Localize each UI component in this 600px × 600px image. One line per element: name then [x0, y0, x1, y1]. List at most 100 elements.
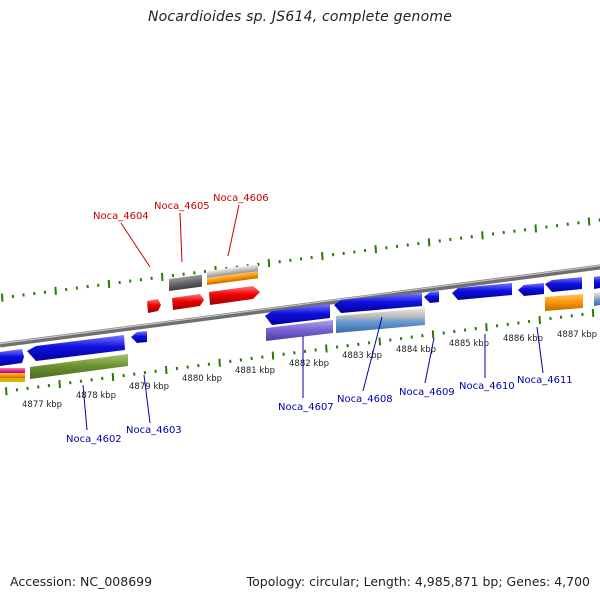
feature-bar-pink [0, 368, 25, 373]
major-tick [1, 293, 4, 302]
gene-next-right[interactable] [594, 276, 600, 289]
minor-tick [559, 315, 563, 319]
minor-tick [43, 290, 47, 294]
minor-tick [385, 246, 388, 250]
gene-noca-4602[interactable] [27, 335, 125, 361]
minor-tick [406, 243, 409, 247]
gene-noca-4604[interactable] [147, 299, 161, 313]
minor-tick [65, 287, 68, 292]
scale-label: 4886 kbp [503, 334, 543, 344]
minor-tick [363, 248, 367, 253]
major-tick [538, 316, 541, 325]
minor-tick [495, 324, 499, 328]
gene-noca-4607[interactable] [265, 304, 330, 325]
reverse-gene-labels: Noca_4602 Noca_4603 Noca_4607 Noca_4608 … [66, 375, 573, 445]
minor-tick [101, 376, 104, 381]
callout-line-noca-4609 [424, 337, 435, 384]
minor-tick [197, 363, 200, 368]
minor-tick [261, 355, 264, 359]
scale-label: 4884 kbp [396, 345, 436, 355]
gene-partial-left[interactable] [0, 349, 24, 366]
scale-label: 4880 kbp [182, 374, 222, 384]
minor-tick [502, 230, 505, 235]
minor-tick [175, 366, 179, 371]
forward-genes [147, 264, 600, 313]
gene-noca-4610[interactable] [452, 283, 512, 300]
major-tick [54, 286, 57, 295]
minor-tick [257, 262, 260, 267]
minor-tick [299, 257, 303, 261]
minor-tick [357, 342, 360, 346]
minor-tick [79, 379, 83, 383]
minor-tick [367, 341, 371, 345]
major-tick [271, 351, 275, 360]
major-tick [481, 231, 484, 240]
reverse-genes [0, 277, 600, 382]
minor-tick [399, 336, 403, 341]
gene-label-noca-4611[interactable]: Noca_4611 [517, 375, 573, 386]
major-tick [325, 344, 328, 353]
major-tick [111, 372, 115, 382]
scale-label: 4877 kbp [22, 400, 62, 410]
minor-tick [69, 381, 72, 385]
minor-tick [239, 358, 243, 362]
gene-label-noca-4609[interactable]: Noca_4609 [399, 387, 455, 398]
genome-backbone [0, 264, 600, 348]
major-tick [58, 380, 61, 389]
gene-label-noca-4606[interactable]: Noca_4606 [213, 193, 269, 204]
scale-label: 4887 kbp [557, 330, 597, 340]
minor-tick [186, 365, 189, 369]
minor-tick [11, 294, 15, 299]
minor-tick [555, 223, 559, 228]
minor-tick [353, 250, 356, 254]
minor-tick [335, 345, 339, 349]
gene-noca-4605[interactable] [172, 294, 204, 310]
gene-noca-4606[interactable] [209, 286, 260, 305]
minor-tick [289, 258, 292, 262]
gene-noca-4611[interactable] [518, 283, 544, 296]
minor-tick [278, 260, 281, 264]
minor-tick [506, 322, 509, 326]
minor-tick [193, 271, 196, 275]
gene-noca-4608[interactable] [334, 293, 422, 313]
minor-tick [303, 349, 307, 354]
tick-track-reverse [5, 308, 595, 396]
gene-label-noca-4610[interactable]: Noca_4610 [459, 381, 515, 392]
feature-bar-silver [207, 264, 258, 278]
major-tick [5, 387, 8, 396]
minor-tick [150, 276, 153, 280]
gene-label-noca-4602[interactable]: Noca_4602 [66, 434, 122, 445]
callout-line-noca-4605 [179, 212, 183, 263]
scale-label: 4882 kbp [289, 359, 329, 369]
major-tick [374, 245, 377, 254]
callout-line-noca-4603 [143, 374, 151, 424]
minor-tick [282, 352, 285, 356]
gene-label-noca-4608[interactable]: Noca_4608 [337, 394, 393, 405]
minor-tick [139, 278, 143, 282]
minor-tick [566, 222, 569, 226]
minor-tick [581, 312, 584, 317]
gene-noca-4609[interactable] [424, 291, 439, 303]
minor-tick [33, 291, 36, 296]
minor-tick [421, 334, 424, 338]
minor-tick [570, 314, 573, 318]
minor-tick [182, 272, 185, 276]
minor-tick [395, 244, 399, 249]
gene-label-noca-4605[interactable]: Noca_4605 [154, 201, 210, 212]
genome-backbone-highlight [0, 265, 600, 345]
gene-label-noca-4603[interactable]: Noca_4603 [126, 425, 182, 436]
gene-noca-4603[interactable] [131, 331, 147, 343]
major-tick [485, 323, 488, 332]
gene-noca-4602-region [30, 354, 128, 379]
minor-tick [459, 236, 463, 240]
minor-tick [438, 239, 441, 243]
minor-tick [474, 326, 477, 331]
minor-tick [442, 331, 445, 335]
gene-noca-4612[interactable] [545, 277, 582, 292]
gene-label-noca-4607[interactable]: Noca_4607 [278, 402, 334, 413]
minor-tick [171, 273, 175, 278]
gene-label-noca-4604[interactable]: Noca_4604 [93, 211, 149, 222]
forward-gene-labels: Noca_4604 Noca_4605 Noca_4606 [93, 193, 269, 222]
minor-tick [154, 369, 157, 373]
